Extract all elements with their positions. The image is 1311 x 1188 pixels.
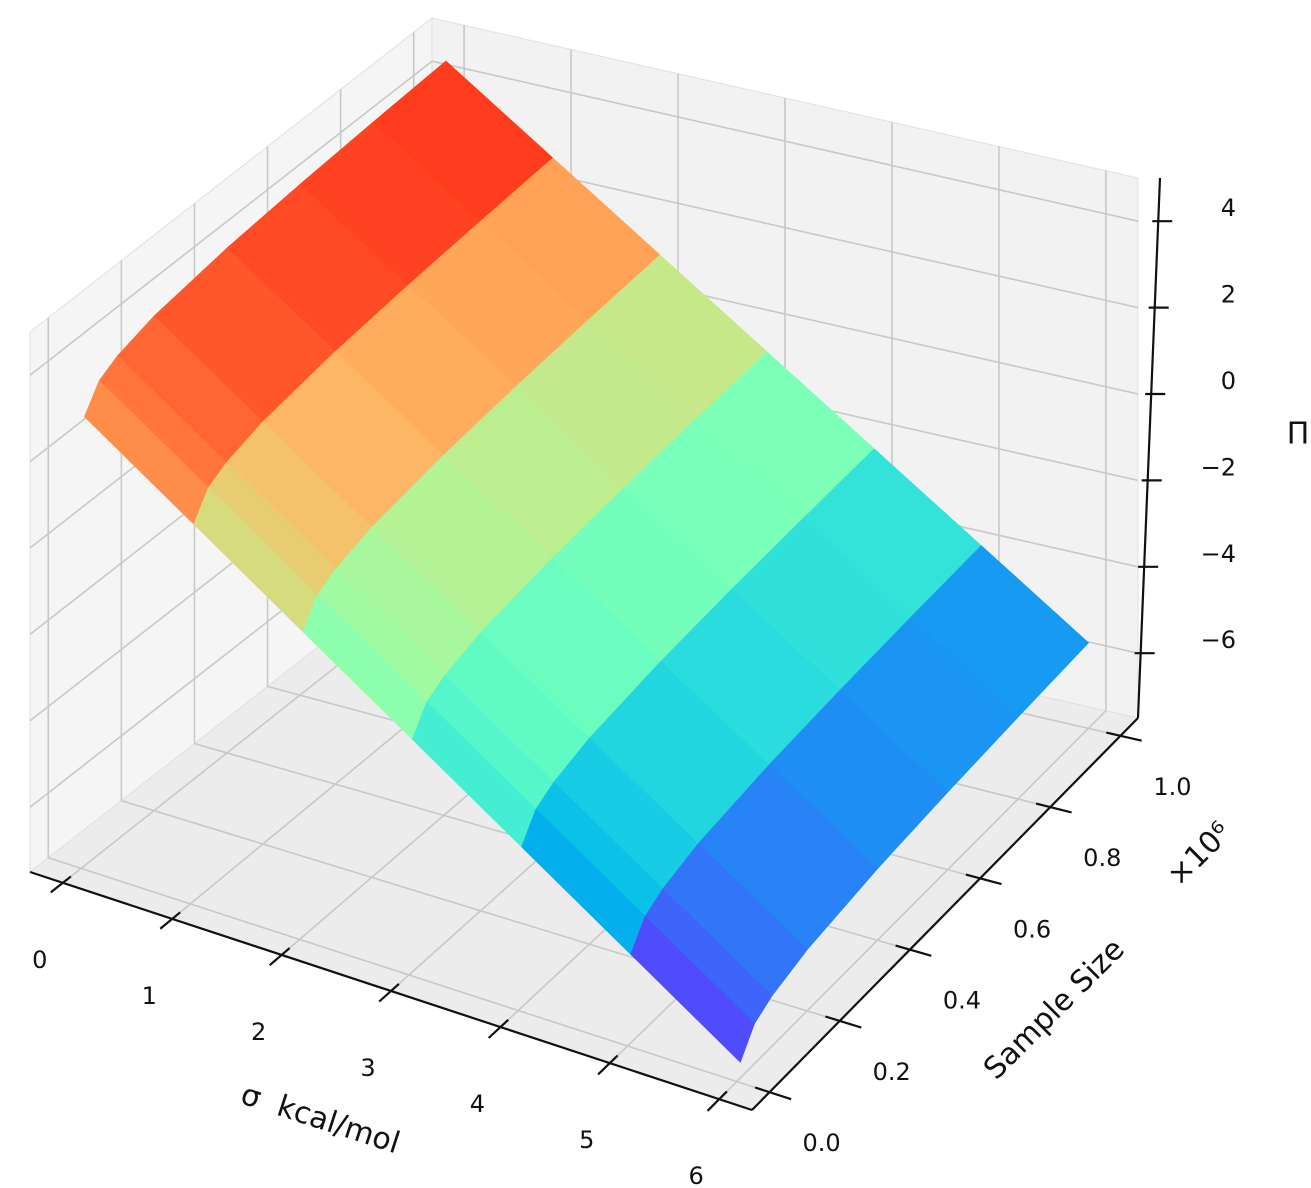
z-tick-label: −2 [1201, 453, 1236, 481]
surface-patch [630, 916, 755, 1063]
y-tick [895, 944, 932, 957]
z-axis-line [1136, 177, 1162, 719]
grid-line [431, 60, 1139, 222]
z-tick-label: 0 [1221, 367, 1236, 395]
x-axis-label: σ kcal/mol [237, 1077, 404, 1161]
x-tick-label: 5 [579, 1126, 594, 1154]
z-axis-label: Π [1287, 417, 1310, 452]
y-tick [1035, 802, 1072, 814]
grid-line [29, 60, 433, 376]
grid-line [718, 710, 1107, 1100]
x-tick [159, 911, 181, 930]
x-tick-label: 2 [251, 1018, 266, 1046]
y-tick [1106, 731, 1142, 742]
z-tick-label: −4 [1201, 540, 1236, 568]
y-tick-label: 0.6 [1013, 915, 1051, 943]
y-offset-label: ×10⁶ [1160, 815, 1238, 893]
y-tick [965, 873, 1002, 886]
grid-line [48, 856, 770, 1093]
x-tick [268, 947, 291, 967]
surface [84, 60, 1089, 1063]
x-tick-label: 4 [470, 1090, 485, 1118]
z-tick-label: 4 [1221, 194, 1236, 222]
z-tick-label: 2 [1221, 281, 1236, 309]
x-tick-label: 1 [142, 982, 157, 1010]
y-tick-label: 0.0 [802, 1129, 840, 1157]
y-tick [754, 1086, 792, 1101]
x-tick-label: 3 [360, 1054, 375, 1082]
x-tick [378, 983, 400, 1003]
x-tick-label: 6 [689, 1162, 704, 1188]
x-tick [706, 1090, 728, 1112]
x-tick [597, 1054, 619, 1076]
y-tick-label: 0.8 [1083, 844, 1121, 872]
z-tick-label: −6 [1201, 626, 1236, 654]
y-tick [825, 1015, 862, 1029]
y-axis-label: Sample Size [977, 932, 1132, 1087]
y-tick-label: 1.0 [1153, 773, 1191, 801]
x-tick [50, 875, 72, 894]
y-tick-label: 0.4 [943, 987, 981, 1015]
y-tick-label: 0.2 [873, 1058, 911, 1086]
x-tick-label: 0 [32, 946, 47, 974]
x-tick [487, 1018, 509, 1039]
y-axis-line [751, 717, 1139, 1111]
